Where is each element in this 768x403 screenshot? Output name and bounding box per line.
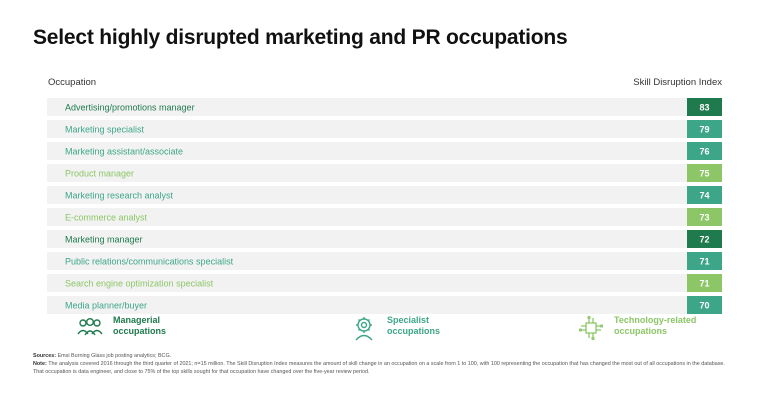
legend-specialist-line2: occupations	[387, 326, 441, 336]
row-background	[47, 186, 722, 204]
category-label: Marketing manager	[65, 235, 143, 245]
value-bar	[687, 296, 722, 314]
value-bar	[687, 164, 722, 182]
legend-managerial-line1: Managerial	[113, 315, 161, 325]
category-label: Product manager	[65, 169, 134, 179]
value-bar	[687, 98, 722, 116]
value-label: 71	[699, 257, 709, 267]
category-label: Search engine optimization specialist	[65, 279, 214, 289]
category-label: Marketing research analyst	[65, 191, 174, 201]
row-background	[47, 230, 722, 248]
value-label: 70	[699, 301, 709, 311]
note-label: Note:	[33, 361, 47, 367]
legend-specialist: Specialist occupations	[351, 315, 440, 341]
occupation-column-header: Occupation	[48, 77, 97, 88]
row-background	[47, 98, 722, 116]
row-background	[47, 142, 722, 160]
category-label: Marketing specialist	[65, 125, 145, 135]
row-background	[47, 164, 722, 182]
value-bar	[687, 208, 722, 226]
row-background	[47, 252, 722, 270]
category-label: Public relations/communications speciali…	[65, 257, 234, 267]
circuit-chip-icon	[578, 315, 604, 341]
legend-technology-line2: occupations	[614, 326, 668, 336]
legend-managerial: Managerial occupations	[77, 315, 166, 341]
index-column-header: Skill Disruption Index	[633, 77, 722, 88]
category-label: Media planner/buyer	[65, 301, 147, 311]
legend-managerial-line2: occupations	[113, 326, 167, 336]
value-label: 74	[699, 191, 709, 201]
value-label: 83	[699, 103, 709, 113]
value-label: 75	[699, 169, 709, 179]
row-background	[47, 120, 722, 138]
value-bar	[687, 142, 722, 160]
row-background	[47, 208, 722, 226]
value-bar	[687, 120, 722, 138]
value-bar	[687, 186, 722, 204]
legend-technology: Technology-related occupations	[578, 315, 696, 341]
note-text: The analysis covered 2016 through the th…	[33, 361, 725, 375]
row-background	[47, 296, 722, 314]
footer-notes: Sources: Emsi Burning Glass job posting …	[33, 352, 733, 376]
legend-specialist-line1: Specialist	[387, 315, 430, 325]
value-label: 76	[699, 147, 709, 157]
category-label: Marketing assistant/associate	[65, 147, 183, 157]
legend-technology-line1: Technology-related	[614, 315, 697, 325]
row-background	[47, 274, 722, 292]
value-bar	[687, 252, 722, 270]
value-bar	[687, 230, 722, 248]
category-label: Advertising/promotions manager	[65, 103, 195, 113]
value-label: 71	[699, 279, 709, 289]
sources-text: Emsi Burning Glass job posting analytics…	[57, 353, 172, 359]
chart-title: Select highly disrupted marketing and PR…	[33, 26, 568, 49]
value-label: 72	[699, 235, 709, 245]
sources-label: Sources:	[33, 353, 57, 359]
category-label: E-commerce analyst	[65, 213, 148, 223]
people-group-icon	[77, 318, 103, 336]
sources-line: Sources: Emsi Burning Glass job posting …	[33, 352, 733, 360]
note-line: Note: The analysis covered 2016 through …	[33, 360, 733, 376]
value-bar	[687, 274, 722, 292]
value-label: 79	[699, 125, 709, 135]
value-label: 73	[699, 213, 709, 223]
specialist-gear-person-icon	[355, 317, 373, 341]
